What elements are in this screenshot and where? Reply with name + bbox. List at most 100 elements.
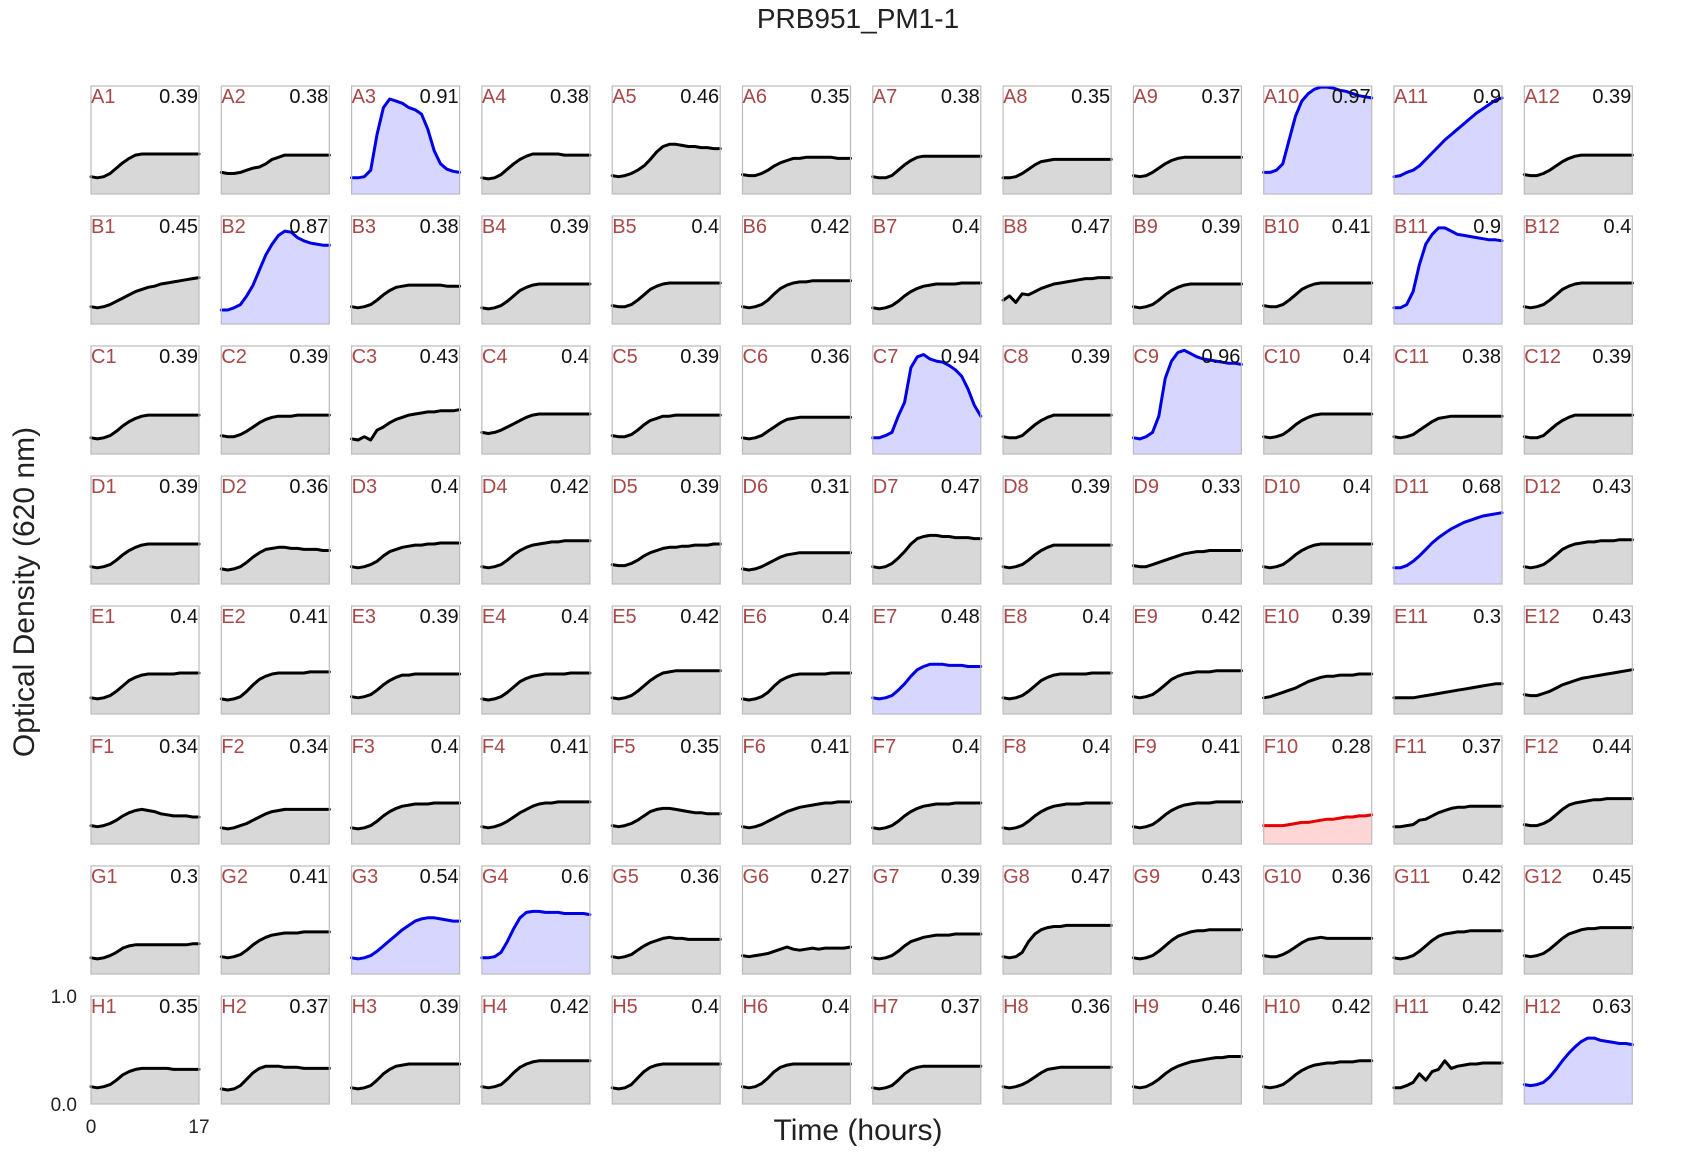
well-f1-area: [91, 809, 199, 844]
well-d2-label: D2: [221, 476, 247, 498]
well-c4-frame: [481, 345, 591, 455]
well-g8-curve: [1001, 923, 1113, 960]
well-h10-max-label: 0.42: [1332, 996, 1371, 1018]
well-f5: F5 0.35: [610, 735, 722, 845]
well-e6: E6 0.4: [741, 605, 852, 715]
well-h2-max-label: 0.37: [289, 996, 328, 1018]
well-f1-frame: [90, 735, 200, 845]
well-a6: A6 0.35: [741, 85, 852, 195]
well-f9-curve: [1131, 800, 1243, 830]
well-e4-frame: [481, 605, 591, 715]
well-h5-curve: [610, 1062, 722, 1091]
well-c3-curve: [350, 408, 462, 442]
well-d5-curve: [610, 542, 722, 568]
well-g7-curve: [871, 932, 983, 961]
well-d10-curve: [1262, 542, 1374, 570]
well-g4-frame: [481, 865, 591, 975]
well-a11-area: [1394, 97, 1502, 194]
well-h3-curve: [350, 1062, 462, 1091]
well-b12: B12 0.4: [1522, 215, 1634, 325]
well-e2: E2 0.41: [219, 605, 331, 715]
well-a9: A9 0.37: [1131, 85, 1243, 195]
well-g9-frame: [1132, 865, 1243, 975]
well-b4-max-label: 0.39: [550, 216, 589, 238]
well-c4-curve: [480, 412, 592, 435]
well-f10-area: [1263, 814, 1372, 844]
well-c12-max-label: 0.39: [1592, 346, 1631, 368]
well-f8-curve: [1001, 801, 1113, 831]
well-h8-max-label: 0.36: [1071, 996, 1110, 1018]
well-a4-curve: [480, 152, 592, 181]
well-f12-frame: [1523, 735, 1633, 845]
well-d7: D7 0.47: [871, 475, 983, 585]
well-f6-curve: [741, 800, 852, 830]
well-b6: B6 0.42: [741, 215, 852, 325]
well-f12-curve: [1522, 797, 1634, 828]
well-e1-label: E1: [91, 606, 115, 628]
well-d6-frame: [741, 475, 852, 585]
well-g1-area: [91, 943, 199, 974]
well-b9-area: [1133, 284, 1242, 324]
well-h3: H3 0.39: [350, 995, 462, 1105]
well-e10: E10 0.39: [1262, 605, 1374, 715]
well-d12: D12 0.43: [1522, 475, 1634, 585]
well-d7-frame: [872, 475, 982, 585]
well-f7-max-label: 0.4: [952, 736, 980, 758]
well-c2-label: C2: [221, 346, 247, 368]
well-b3-label: B3: [352, 216, 376, 238]
well-e6-curve: [741, 671, 852, 702]
well-e9: E9 0.42: [1131, 605, 1243, 715]
well-c12: C12 0.39: [1522, 345, 1634, 455]
well-c10-frame: [1263, 345, 1373, 455]
well-a2-frame: [220, 85, 330, 195]
well-c4-area: [481, 414, 590, 454]
well-h7: H7 0.37: [871, 995, 983, 1105]
well-a3: A3 0.91: [350, 85, 462, 195]
well-a10-frame: [1263, 85, 1373, 195]
well-d7-label: D7: [873, 476, 899, 498]
well-b12-curve: [1522, 281, 1634, 310]
well-f4-max-label: 0.41: [550, 736, 589, 758]
well-c12-frame: [1523, 345, 1633, 455]
well-c11-label: C11: [1394, 346, 1429, 368]
well-c2-frame: [220, 345, 330, 455]
well-b1-curve: [89, 276, 201, 310]
well-d10: D10 0.4: [1262, 475, 1374, 585]
well-b4: B4 0.39: [480, 215, 592, 325]
well-a5: A5 0.46: [610, 85, 722, 195]
well-d12-curve: [1522, 538, 1634, 570]
well-c5-label: C5: [612, 346, 638, 368]
well-a1-curve: [89, 152, 201, 180]
well-f2-label: F2: [221, 736, 244, 758]
well-h1: H1 0.35: [89, 995, 201, 1105]
well-b2-area: [221, 231, 330, 324]
well-c5-area: [612, 415, 721, 454]
wells-grid: A1 0.39 A2 0.38 A3 0.91 A4 0.38 A5 0.46 A6 0.35 A7 0.…: [89, 85, 1634, 1105]
well-a9-area: [1133, 157, 1242, 194]
well-g12-label: G12: [1524, 866, 1562, 888]
well-c10-max-label: 0.4: [1343, 346, 1371, 368]
well-g8-label: G8: [1003, 866, 1030, 888]
well-b2: B2 0.87: [219, 215, 331, 325]
well-a8-area: [1003, 159, 1112, 194]
well-d3: D3 0.4: [350, 475, 462, 585]
well-a2-label: A2: [221, 86, 245, 108]
well-f11: F11 0.37: [1392, 735, 1504, 845]
well-c1-max-label: 0.39: [159, 346, 198, 368]
well-f11-frame: [1393, 735, 1503, 845]
well-h6-area: [742, 1064, 851, 1104]
well-f3-max-label: 0.4: [431, 736, 459, 758]
well-e4-curve: [480, 671, 592, 702]
well-b8: B8 0.47: [1001, 215, 1113, 325]
well-g3: G3 0.54: [350, 865, 462, 975]
well-c7-curve: [871, 353, 983, 440]
x-tick-max: 17: [188, 1117, 209, 1138]
well-b4-area: [481, 284, 590, 324]
well-h8: H8 0.36: [1001, 995, 1113, 1105]
well-h5-area: [612, 1064, 721, 1104]
well-e8-frame: [1002, 605, 1112, 715]
well-g7: G7 0.39: [871, 865, 983, 975]
well-b11-curve: [1392, 226, 1504, 310]
well-b2-max-label: 0.87: [289, 216, 328, 238]
